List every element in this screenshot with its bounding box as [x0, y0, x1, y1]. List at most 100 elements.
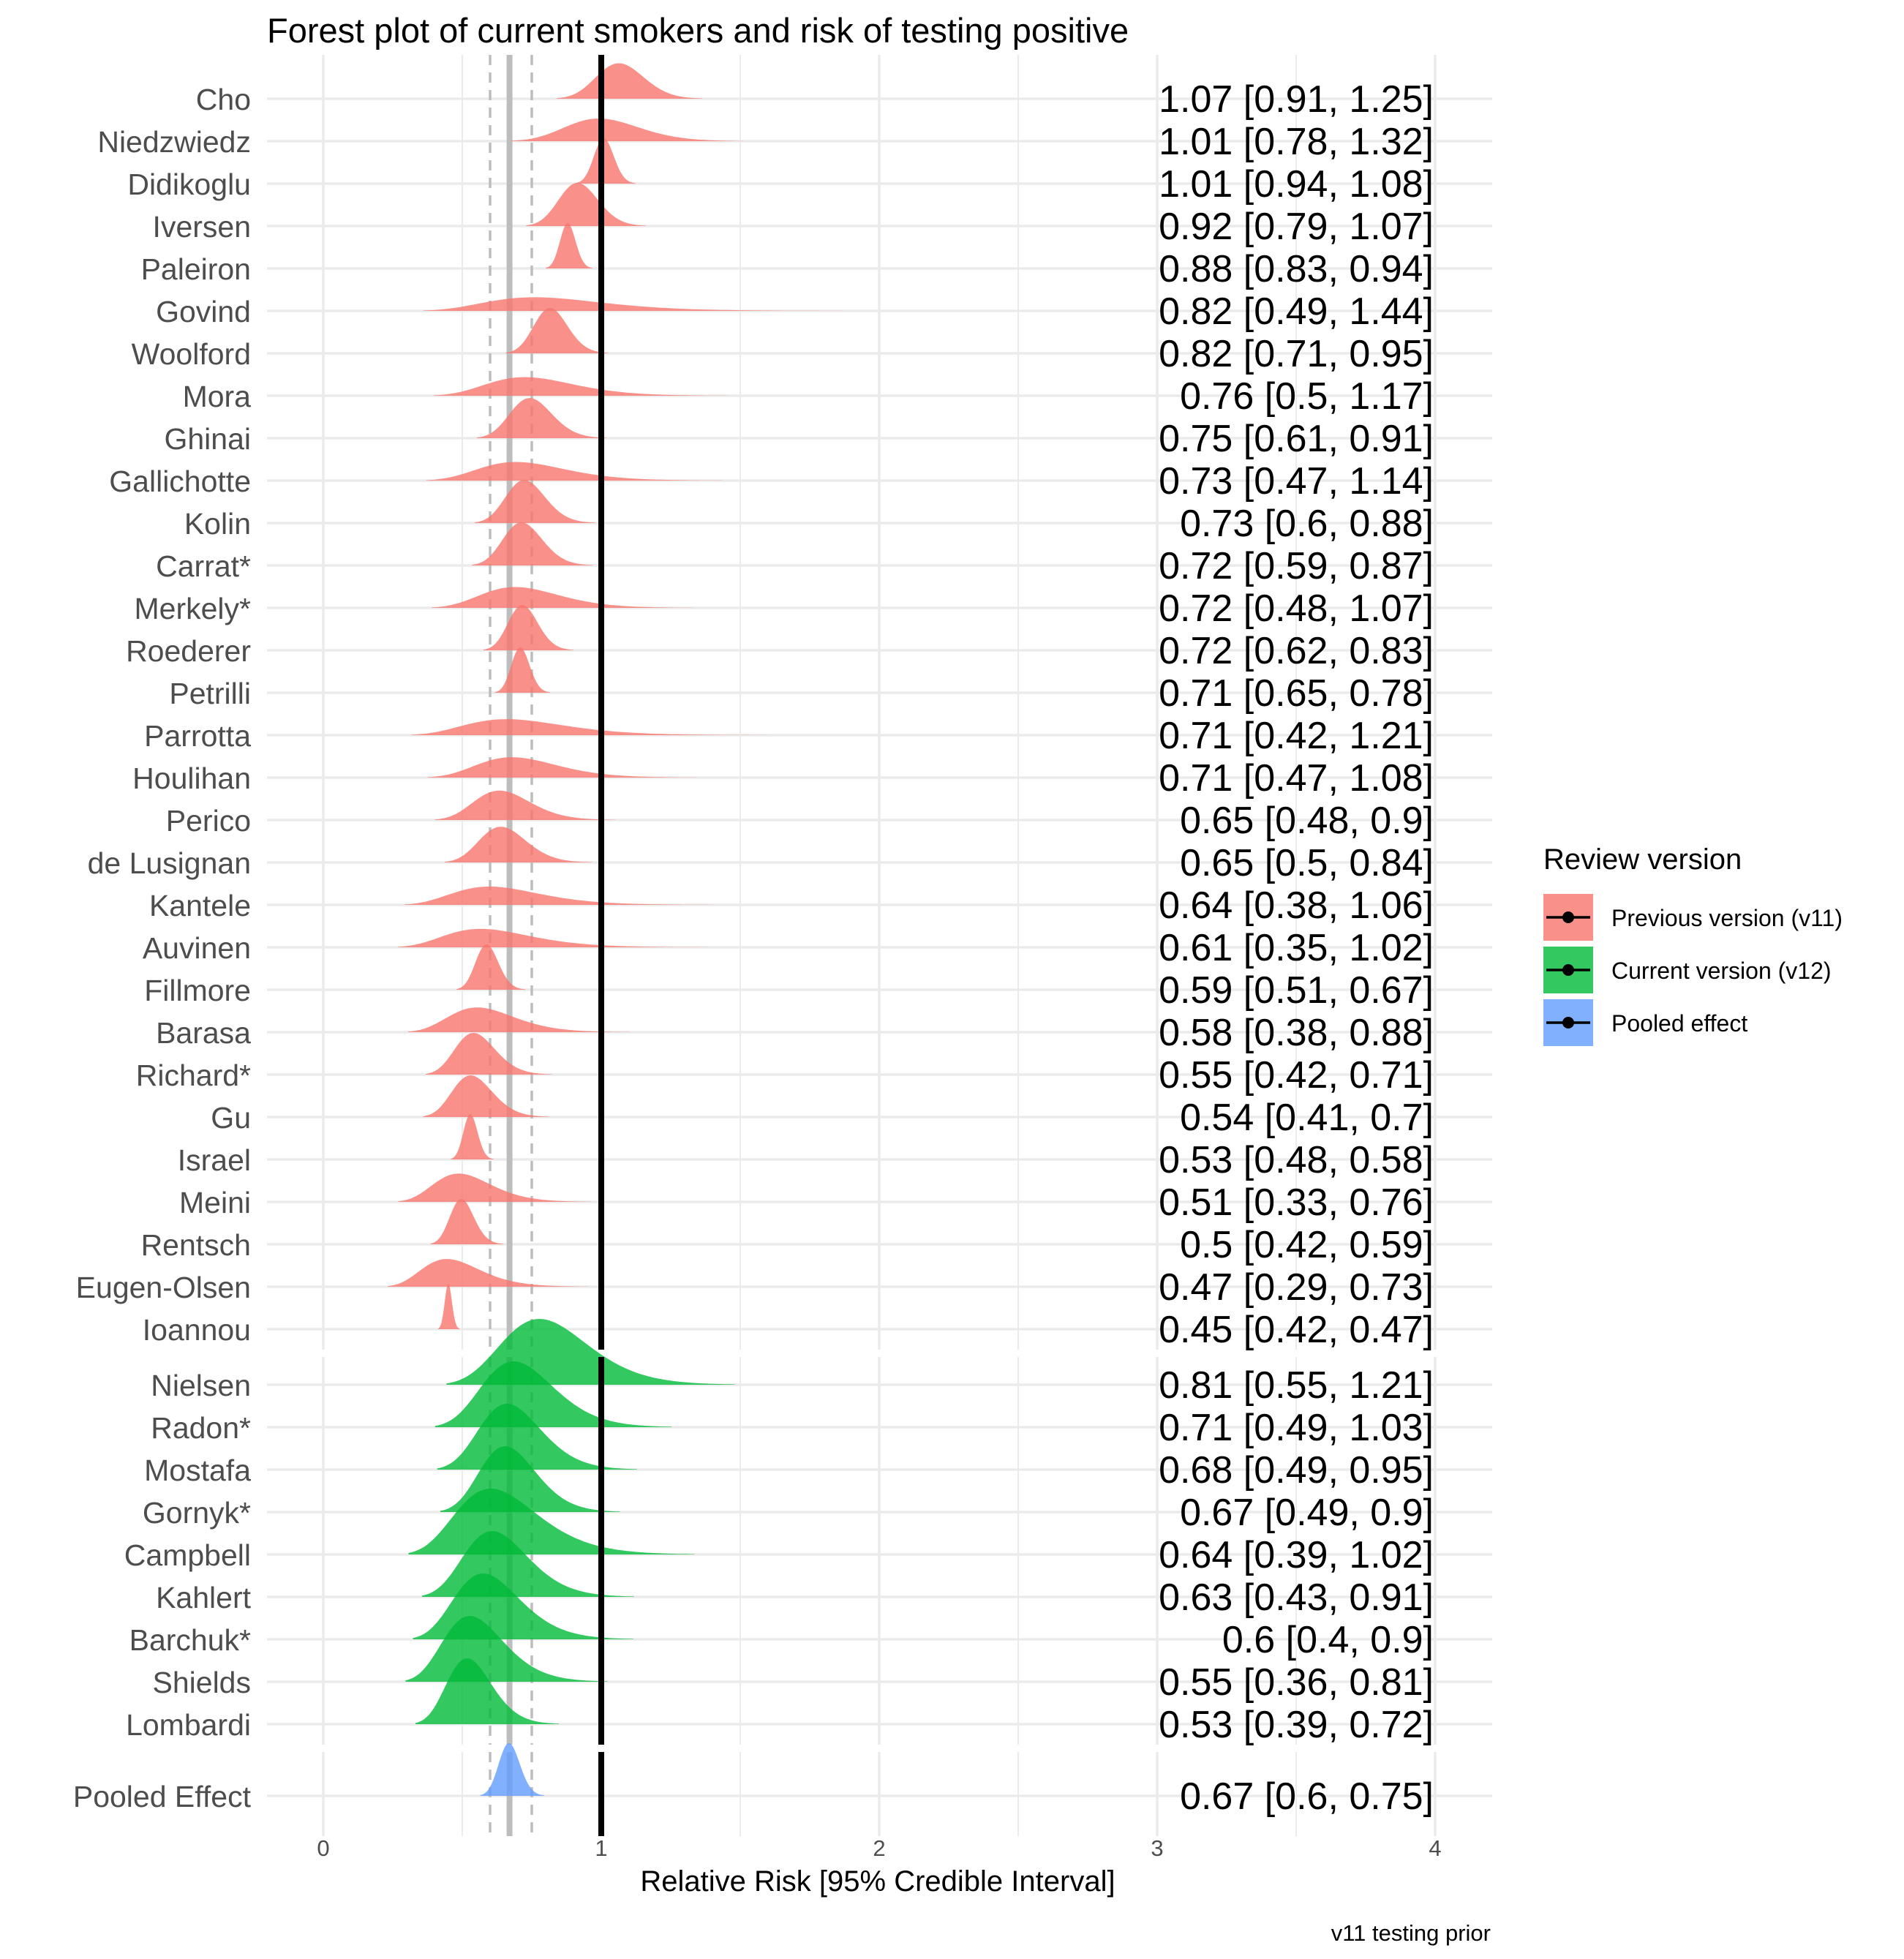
- study-label: Carrat*: [156, 549, 251, 583]
- study-label: Lombardi: [126, 1708, 251, 1742]
- density-carrat-: [472, 522, 593, 565]
- density-fillmore: [456, 944, 526, 990]
- study-label: Richard*: [136, 1059, 251, 1092]
- study-label: Barasa: [156, 1016, 251, 1050]
- study-label: Mostafa: [144, 1454, 251, 1487]
- estimate-label: 0.64 [0.38, 1.06]: [1159, 884, 1434, 927]
- study-label: Radon*: [151, 1411, 251, 1445]
- density-paleiron: [546, 223, 592, 268]
- estimate-label: 0.64 [0.39, 1.02]: [1159, 1534, 1434, 1576]
- chart-title: Forest plot of current smokers and risk …: [267, 11, 1129, 50]
- estimate-label: 0.55 [0.36, 0.81]: [1159, 1661, 1434, 1704]
- estimate-label: 0.65 [0.5, 0.84]: [1180, 842, 1434, 884]
- density-govind: [423, 297, 844, 311]
- study-label: Cho: [196, 83, 251, 116]
- density-petrilli: [494, 647, 551, 693]
- x-axis: 0 1 2 3 4: [317, 1835, 1441, 1861]
- density-didikoglu: [576, 138, 636, 184]
- density-iversen: [526, 183, 646, 226]
- estimate-label: 0.71 [0.42, 1.21]: [1159, 715, 1434, 757]
- estimate-label: 0.72 [0.62, 0.83]: [1159, 630, 1434, 672]
- density-pooled-effect: [480, 1743, 545, 1796]
- study-label: Mora: [183, 380, 252, 413]
- density-barasa: [407, 1007, 631, 1032]
- density-ghinai: [476, 398, 607, 438]
- estimate-label: 0.58 [0.38, 0.88]: [1159, 1012, 1434, 1054]
- estimate-label: 0.59 [0.51, 0.67]: [1159, 969, 1434, 1012]
- legend-key: [1543, 947, 1593, 993]
- study-label: Kahlert: [156, 1581, 252, 1614]
- study-label: Meini: [179, 1186, 251, 1219]
- density-richard-: [425, 1033, 552, 1075]
- density-lombardi: [415, 1658, 559, 1724]
- study-label: Ghinai: [164, 422, 251, 456]
- study-label: Petrilli: [169, 677, 251, 710]
- density-kolin: [474, 480, 595, 523]
- estimate-label: 0.55 [0.42, 0.71]: [1159, 1054, 1434, 1097]
- study-label: Govind: [156, 295, 251, 328]
- estimate-label: 0.63 [0.43, 0.91]: [1159, 1576, 1434, 1619]
- estimate-label: 1.01 [0.94, 1.08]: [1159, 163, 1434, 206]
- panel-3: Pooled Effect 0.67 [0.6, 0.75]: [73, 1743, 1492, 1836]
- estimate-label: 0.47 [0.29, 0.73]: [1159, 1266, 1434, 1309]
- study-label: Parrotta: [144, 719, 251, 753]
- estimate-label: 0.81 [0.55, 1.21]: [1159, 1364, 1434, 1407]
- density-niedzwiedz: [511, 119, 744, 141]
- estimate-label: 0.68 [0.49, 0.95]: [1159, 1449, 1434, 1492]
- x-tick-label: 4: [1429, 1835, 1441, 1861]
- estimate-label: 0.75 [0.61, 0.91]: [1159, 418, 1434, 460]
- density-perico: [434, 790, 616, 820]
- legend-label: Current version (v12): [1611, 958, 1832, 984]
- study-label: Gallichotte: [109, 465, 251, 498]
- study-label: Gu: [211, 1101, 251, 1135]
- density-shields: [405, 1616, 608, 1682]
- estimate-label: 1.01 [0.78, 1.32]: [1159, 121, 1434, 163]
- study-label: Merkely*: [135, 592, 252, 625]
- estimate-label: 0.6 [0.4, 0.9]: [1222, 1619, 1434, 1661]
- panel-1: Cho 1.07 [0.91, 1.25] Niedzwiedz 1.01 [0.78…: [76, 55, 1492, 1351]
- estimate-label: 0.53 [0.48, 0.58]: [1159, 1139, 1434, 1181]
- density-rentsch: [430, 1199, 504, 1244]
- density-houlihan: [427, 757, 696, 778]
- estimate-label: 1.07 [0.91, 1.25]: [1159, 78, 1434, 121]
- legend-key: [1543, 894, 1593, 941]
- density-eugen-olsen: [388, 1259, 589, 1287]
- study-label: Ioannou: [143, 1313, 251, 1347]
- legend-label: Pooled effect: [1611, 1010, 1747, 1037]
- estimate-label: 0.73 [0.6, 0.88]: [1180, 503, 1434, 545]
- study-label: Barchuk*: [129, 1623, 251, 1657]
- estimate-label: 0.51 [0.33, 0.76]: [1159, 1181, 1434, 1224]
- x-tick-label: 2: [873, 1835, 885, 1861]
- legend: Review version Previous version (v11) Cur…: [1543, 843, 1843, 1046]
- estimate-label: 0.67 [0.6, 0.75]: [1180, 1775, 1434, 1818]
- estimate-label: 0.72 [0.48, 1.07]: [1159, 587, 1434, 630]
- density-meini: [398, 1173, 592, 1202]
- study-label: Fillmore: [144, 974, 251, 1007]
- plot-panels: Cho 1.07 [0.91, 1.25] Niedzwiedz 1.01 [0.78…: [73, 55, 1492, 1836]
- estimate-label: 0.71 [0.47, 1.08]: [1159, 757, 1434, 800]
- study-label: Roederer: [126, 634, 251, 668]
- estimate-label: 0.88 [0.83, 0.94]: [1159, 248, 1434, 290]
- legend-label: Previous version (v11): [1611, 905, 1843, 931]
- study-label: Campbell: [124, 1538, 251, 1572]
- density-merkely-: [432, 587, 693, 608]
- study-label: Paleiron: [141, 252, 251, 286]
- estimate-label: 0.61 [0.35, 1.02]: [1159, 927, 1434, 969]
- estimate-label: 0.45 [0.42, 0.47]: [1159, 1309, 1434, 1351]
- legend-title: Review version: [1543, 843, 1742, 876]
- legend-key: [1543, 999, 1593, 1046]
- study-label: Kolin: [184, 507, 251, 541]
- study-label: Rentsch: [141, 1228, 251, 1262]
- density-parrotta: [411, 719, 767, 735]
- study-label: Pooled Effect: [73, 1780, 252, 1813]
- density-roederer: [483, 605, 574, 650]
- study-label: Nielsen: [151, 1369, 251, 1402]
- density-auvinen: [398, 928, 708, 947]
- study-label: Auvinen: [143, 931, 251, 965]
- study-label: Shields: [153, 1666, 251, 1699]
- estimate-label: 0.73 [0.47, 1.14]: [1159, 460, 1434, 503]
- estimate-label: 0.71 [0.49, 1.03]: [1159, 1407, 1434, 1449]
- study-label: Houlihan: [132, 762, 251, 795]
- estimate-label: 0.76 [0.5, 1.17]: [1180, 375, 1434, 418]
